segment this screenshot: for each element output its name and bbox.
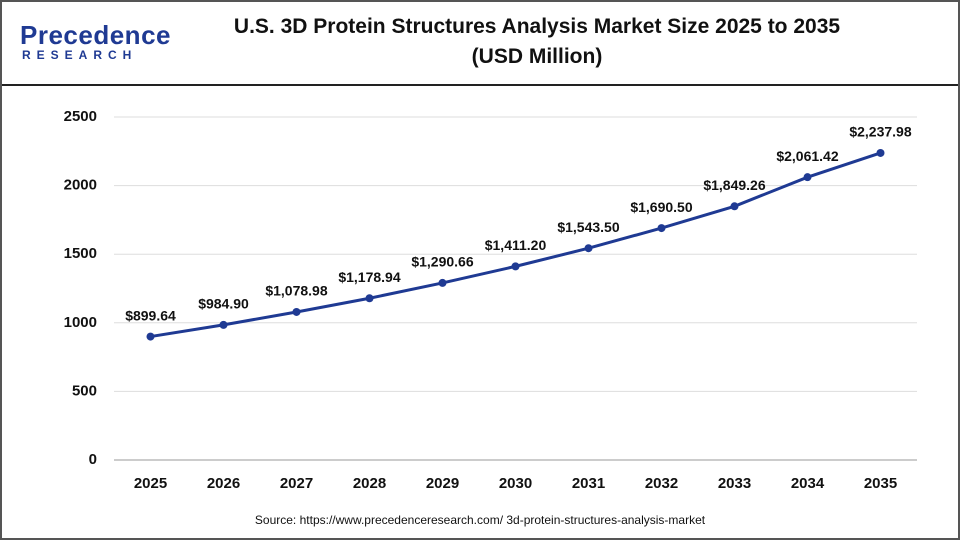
- chart-title: U.S. 3D Protein Structures Analysis Mark…: [233, 15, 841, 68]
- y-tick-label: 2000: [64, 177, 97, 194]
- x-tick-label: 2029: [426, 475, 459, 492]
- data-point: [219, 320, 228, 329]
- data-label: $2,237.98: [849, 124, 911, 140]
- y-tick-label: 1500: [64, 245, 97, 262]
- y-tick-label: 0: [89, 451, 97, 468]
- data-point: [657, 224, 666, 233]
- data-label: $899.64: [125, 307, 176, 323]
- x-tick-label: 2030: [499, 475, 532, 492]
- x-tick-label: 2028: [353, 475, 386, 492]
- data-label: $1,290.66: [411, 254, 473, 270]
- data-point: [876, 148, 885, 157]
- data-point: [803, 173, 812, 182]
- data-label: $1,849.26: [703, 177, 765, 193]
- data-label: $2,061.42: [776, 148, 838, 164]
- x-tick-label: 2035: [864, 475, 897, 492]
- x-tick-label: 2026: [207, 475, 240, 492]
- data-label: $1,411.20: [485, 237, 547, 253]
- logo-tagline: RESEARCH: [22, 48, 138, 62]
- data-label: $1,543.50: [557, 219, 619, 235]
- data-point: [292, 307, 301, 316]
- data-point: [438, 278, 447, 287]
- data-point: [730, 202, 739, 211]
- data-point: [584, 244, 593, 253]
- data-point: [365, 294, 374, 303]
- x-tick-label: 2031: [572, 475, 605, 492]
- x-tick-label: 2034: [791, 475, 825, 492]
- data-point: [146, 332, 155, 341]
- data-label: $1,078.98: [265, 283, 327, 299]
- x-tick-label: 2025: [134, 475, 167, 492]
- data-point: [511, 262, 520, 271]
- y-tick-label: 500: [72, 382, 97, 399]
- x-tick-label: 2032: [645, 475, 678, 492]
- x-tick-label: 2027: [280, 475, 313, 492]
- data-label: $1,690.50: [630, 199, 692, 215]
- data-label: $984.90: [198, 296, 249, 312]
- source-note: Source: https://www.precedenceresearch.c…: [255, 513, 706, 527]
- x-tick-label: 2033: [718, 475, 751, 492]
- header-rule: [2, 84, 958, 86]
- y-tick-label: 1000: [64, 314, 97, 331]
- y-tick-label: 2500: [64, 108, 97, 125]
- logo-name: Precedence: [20, 20, 171, 50]
- data-label: $1,178.94: [338, 269, 400, 285]
